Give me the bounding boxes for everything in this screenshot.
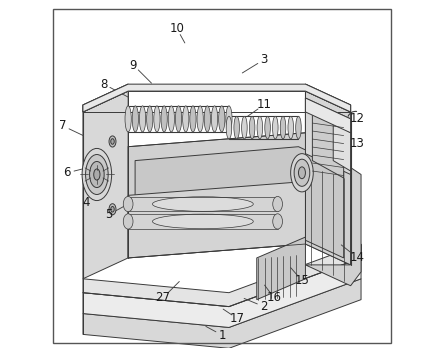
Ellipse shape [294, 159, 310, 186]
Polygon shape [128, 133, 351, 265]
Ellipse shape [197, 106, 203, 132]
Ellipse shape [265, 116, 270, 139]
Text: 3: 3 [260, 53, 267, 66]
Ellipse shape [152, 197, 253, 211]
Ellipse shape [182, 106, 189, 132]
Text: 27: 27 [155, 291, 170, 304]
Polygon shape [83, 258, 361, 327]
Polygon shape [83, 279, 361, 348]
Ellipse shape [226, 116, 232, 139]
Ellipse shape [190, 106, 196, 132]
Ellipse shape [288, 116, 293, 139]
Text: 4: 4 [83, 196, 90, 209]
Ellipse shape [175, 106, 182, 132]
Polygon shape [128, 181, 305, 258]
Ellipse shape [168, 106, 174, 132]
Polygon shape [305, 98, 351, 174]
Polygon shape [305, 98, 351, 133]
Text: 7: 7 [59, 119, 67, 132]
Text: 2: 2 [260, 300, 267, 313]
Ellipse shape [123, 214, 133, 229]
Text: 6: 6 [63, 166, 71, 179]
Polygon shape [305, 91, 351, 265]
Text: 11: 11 [256, 98, 271, 111]
Polygon shape [83, 91, 128, 279]
Polygon shape [83, 84, 351, 112]
Ellipse shape [152, 214, 253, 229]
Polygon shape [333, 122, 351, 171]
Text: 5: 5 [105, 208, 113, 221]
Text: 1: 1 [218, 329, 226, 342]
Polygon shape [305, 84, 351, 112]
Ellipse shape [273, 196, 282, 212]
Ellipse shape [273, 214, 282, 229]
Ellipse shape [298, 167, 305, 179]
Ellipse shape [250, 116, 255, 139]
Ellipse shape [161, 106, 167, 132]
Text: 17: 17 [230, 312, 245, 325]
Ellipse shape [139, 106, 146, 132]
Text: 9: 9 [130, 59, 137, 72]
Ellipse shape [204, 106, 210, 132]
Polygon shape [305, 84, 351, 112]
Polygon shape [305, 168, 361, 286]
Polygon shape [257, 237, 305, 300]
Text: 10: 10 [169, 22, 184, 35]
Ellipse shape [94, 169, 100, 180]
Polygon shape [135, 147, 344, 258]
Ellipse shape [123, 196, 133, 212]
Ellipse shape [211, 106, 218, 132]
Text: 15: 15 [294, 274, 309, 287]
Ellipse shape [273, 116, 278, 139]
Text: 16: 16 [267, 291, 281, 304]
Ellipse shape [111, 207, 114, 212]
Ellipse shape [154, 106, 160, 132]
Text: 8: 8 [100, 77, 107, 91]
Text: 13: 13 [350, 137, 365, 150]
Ellipse shape [280, 116, 286, 139]
Ellipse shape [82, 148, 111, 201]
Polygon shape [83, 244, 361, 306]
Ellipse shape [234, 116, 239, 139]
Ellipse shape [257, 116, 263, 139]
Ellipse shape [226, 106, 232, 132]
Polygon shape [128, 84, 305, 91]
Text: 12: 12 [350, 112, 365, 125]
Ellipse shape [147, 106, 153, 132]
Polygon shape [313, 112, 344, 178]
Ellipse shape [132, 106, 139, 132]
Text: 14: 14 [350, 251, 365, 265]
Ellipse shape [86, 155, 108, 194]
Polygon shape [83, 84, 128, 112]
Ellipse shape [125, 106, 131, 132]
Ellipse shape [242, 116, 247, 139]
Ellipse shape [90, 162, 104, 187]
Ellipse shape [109, 136, 116, 147]
Ellipse shape [296, 116, 301, 139]
Ellipse shape [111, 139, 114, 144]
Ellipse shape [291, 154, 313, 192]
Ellipse shape [109, 204, 116, 215]
Ellipse shape [218, 106, 225, 132]
Polygon shape [83, 84, 128, 112]
